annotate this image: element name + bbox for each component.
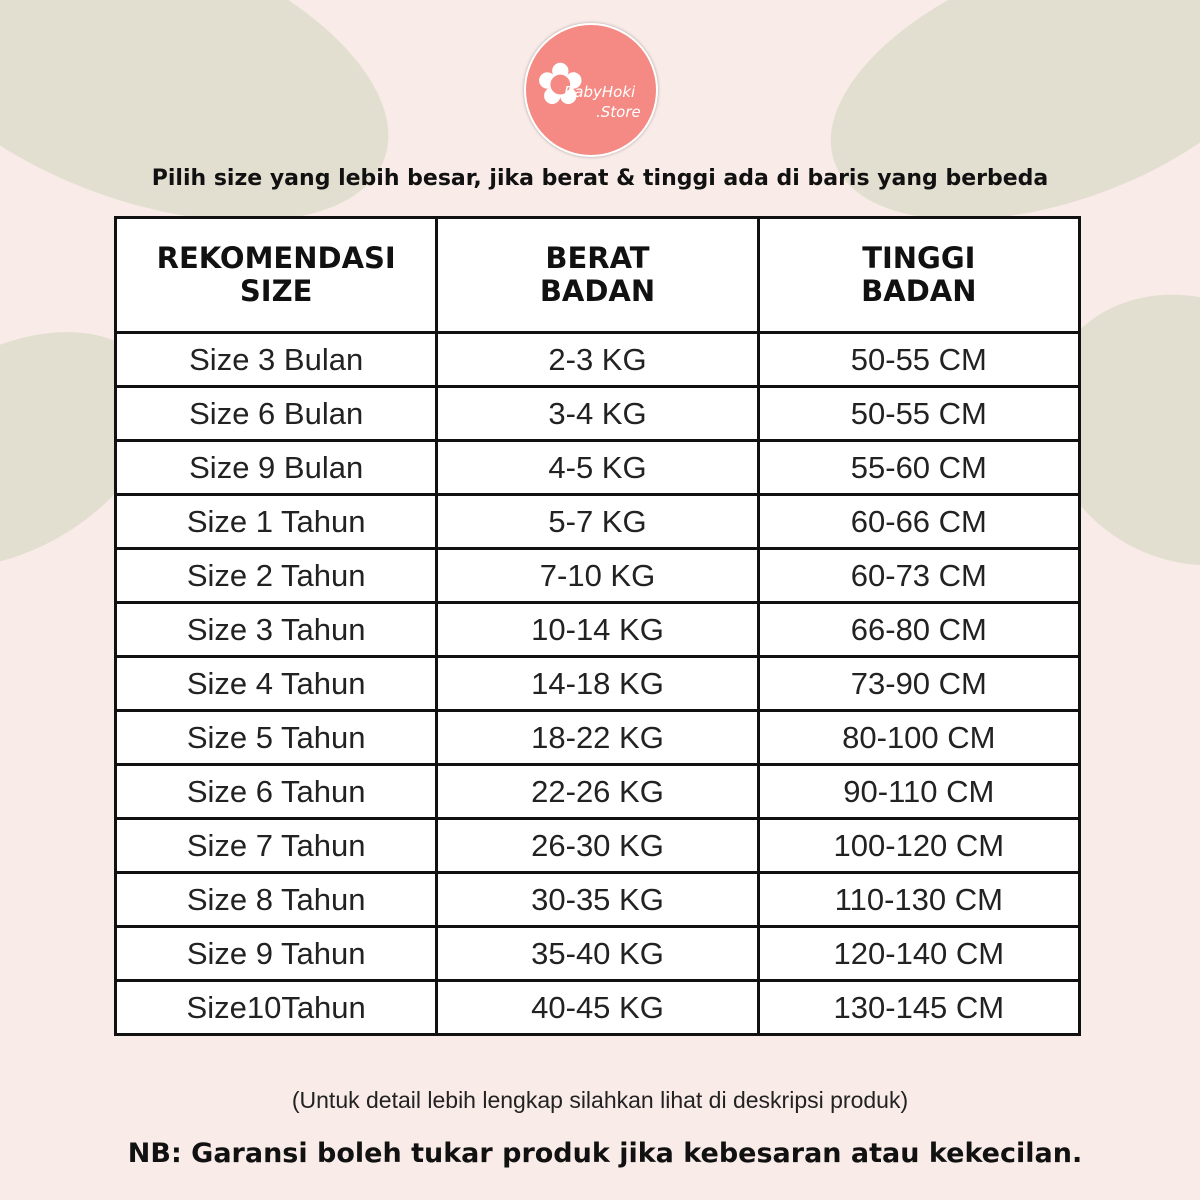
column-header: BERAT BADAN xyxy=(435,216,760,334)
size-cell: Size 7 Tahun xyxy=(113,817,439,874)
size-cell: Size 2 Tahun xyxy=(113,547,439,604)
height-cell: 60-66 CM xyxy=(756,493,1082,550)
height-cell: 73-90 CM xyxy=(756,655,1082,712)
weight-cell: 30-35 KG xyxy=(435,871,760,928)
table-row: Size 9 Tahun 35-40 KG 120-140 CM xyxy=(113,925,1082,982)
table-row: Size 9 Bulan 4-5 KG 55-60 CM xyxy=(113,439,1082,496)
column-header: TINGGI BADAN xyxy=(756,216,1082,334)
logo-text: BabyHoki xyxy=(564,83,636,101)
size-cell: Size10Tahun xyxy=(113,979,439,1036)
height-cell: 50-55 CM xyxy=(756,385,1082,442)
table-row: Size 7 Tahun 26-30 KG 100-120 CM xyxy=(113,817,1082,874)
weight-cell: 22-26 KG xyxy=(435,763,760,820)
table-row: Size 3 Bulan 2-3 KG 50-55 CM xyxy=(113,331,1082,388)
height-cell: 55-60 CM xyxy=(756,439,1082,496)
height-cell: 50-55 CM xyxy=(756,331,1082,388)
size-cell: Size 3 Bulan xyxy=(113,331,439,388)
table-row: Size 6 Bulan 3-4 KG 50-55 CM xyxy=(113,385,1082,442)
table-row: Size 6 Tahun 22-26 KG 90-110 CM xyxy=(113,763,1082,820)
table-row: Size 5 Tahun 18-22 KG 80-100 CM xyxy=(113,709,1082,766)
size-cell: Size 3 Tahun xyxy=(113,601,439,658)
weight-cell: 10-14 KG xyxy=(435,601,760,658)
table-row: Size 3 Tahun 10-14 KG 66-80 CM xyxy=(113,601,1082,658)
detail-note: (Untuk detail lebih lengkap silahkan lih… xyxy=(291,1087,909,1113)
weight-cell: 18-22 KG xyxy=(435,709,760,766)
weight-cell: 4-5 KG xyxy=(435,439,760,496)
weight-cell: 40-45 KG xyxy=(435,979,760,1036)
size-cell: Size 5 Tahun xyxy=(113,709,439,766)
size-cell: Size 1 Tahun xyxy=(113,493,439,550)
size-chart-table: REKOMENDASI SIZE BERAT BADAN TINGGI BADAN Siz… xyxy=(113,216,1082,1036)
store-logo: ✿ BabyHoki .Store xyxy=(524,23,658,157)
size-cell: Size 9 Tahun xyxy=(113,925,439,982)
table-row: Size 8 Tahun 30-35 KG 110-130 CM xyxy=(113,871,1082,928)
table-row: Size10Tahun 40-45 KG 130-145 CM xyxy=(113,979,1082,1036)
height-cell: 80-100 CM xyxy=(756,709,1082,766)
table-row: Size 1 Tahun 5-7 KG 60-66 CM xyxy=(113,493,1082,550)
subtitle: Pilih size yang lebih besar, jika berat … xyxy=(151,166,1049,191)
height-cell: 130-145 CM xyxy=(756,979,1082,1036)
column-header: REKOMENDASI SIZE xyxy=(113,216,439,334)
logo-text-store: .Store xyxy=(596,103,641,121)
weight-cell: 35-40 KG xyxy=(435,925,760,982)
size-cell: Size 8 Tahun xyxy=(113,871,439,928)
height-cell: 60-73 CM xyxy=(756,547,1082,604)
size-cell: Size 6 Tahun xyxy=(113,763,439,820)
weight-cell: 5-7 KG xyxy=(435,493,760,550)
height-cell: 100-120 CM xyxy=(756,817,1082,874)
height-cell: 120-140 CM xyxy=(756,925,1082,982)
warranty-note: NB: Garansi boleh tukar produk jika kebe… xyxy=(127,1138,1083,1169)
height-cell: 110-130 CM xyxy=(756,871,1082,928)
weight-cell: 7-10 KG xyxy=(435,547,760,604)
size-cell: Size 9 Bulan xyxy=(113,439,439,496)
table-header-row: REKOMENDASI SIZE BERAT BADAN TINGGI BADAN xyxy=(113,216,1082,334)
table-row: Size 4 Tahun 14-18 KG 73-90 CM xyxy=(113,655,1082,712)
flower-icon: ✿ xyxy=(536,50,585,118)
size-cell: Size 4 Tahun xyxy=(113,655,439,712)
weight-cell: 26-30 KG xyxy=(435,817,760,874)
weight-cell: 14-18 KG xyxy=(435,655,760,712)
weight-cell: 3-4 KG xyxy=(435,385,760,442)
height-cell: 66-80 CM xyxy=(756,601,1082,658)
table-row: Size 2 Tahun 7-10 KG 60-73 CM xyxy=(113,547,1082,604)
size-cell: Size 6 Bulan xyxy=(113,385,439,442)
height-cell: 90-110 CM xyxy=(756,763,1082,820)
weight-cell: 2-3 KG xyxy=(435,331,760,388)
